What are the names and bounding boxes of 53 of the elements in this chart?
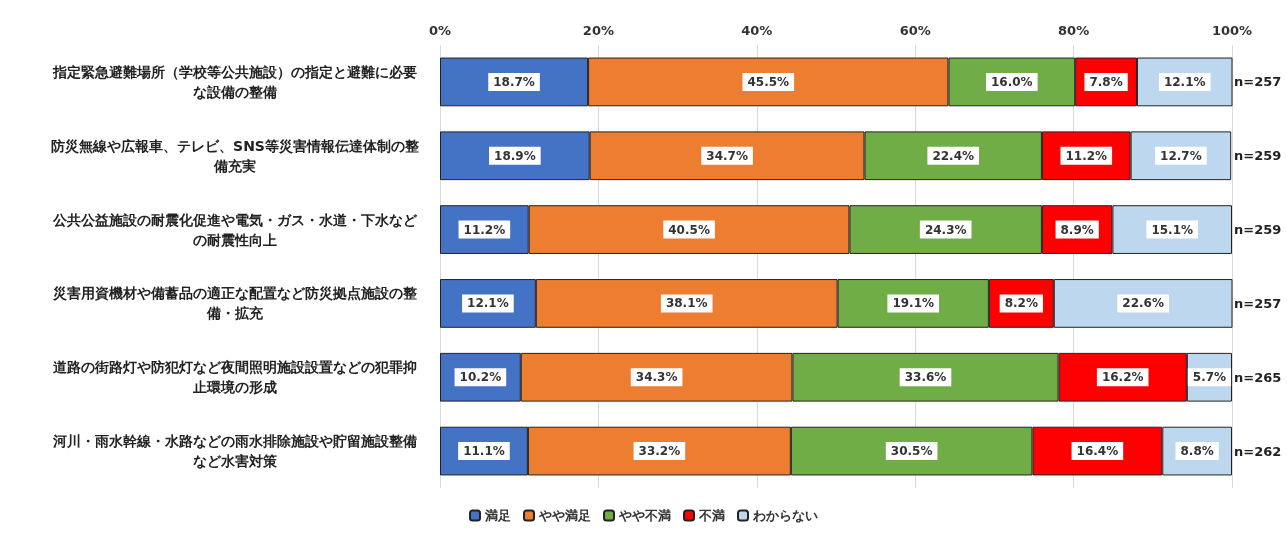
y-tick-label: 公共公益施設の耐震化促進や電気・ガス・水道・下水などの耐震性向上 bbox=[52, 211, 418, 248]
data-label: 19.1% bbox=[892, 296, 935, 311]
x-tick-label: 40% bbox=[741, 23, 773, 38]
data-label: 45.5% bbox=[747, 74, 790, 89]
data-label: 8.2% bbox=[1004, 296, 1038, 311]
data-label: 18.9% bbox=[494, 148, 536, 163]
text: n=257 bbox=[1234, 295, 1282, 311]
legend-label: 不満 bbox=[698, 508, 725, 523]
x-tick-label: 60% bbox=[899, 23, 931, 38]
legend-label: 満足 bbox=[484, 508, 511, 523]
data-label: 7.8% bbox=[1089, 74, 1123, 89]
data-label: 38.1% bbox=[665, 296, 708, 311]
text: n=259 bbox=[1234, 148, 1282, 164]
text: n=259 bbox=[1234, 222, 1282, 238]
y-tick-label: 指定緊急避難場所（学校等公共施設）の指定と避難に必要な設備の整備 bbox=[52, 63, 417, 100]
data-label: 12.7% bbox=[1160, 148, 1202, 163]
text: n=265 bbox=[1234, 369, 1282, 385]
data-label: 10.2% bbox=[459, 370, 502, 385]
data-label: 34.7% bbox=[706, 148, 748, 163]
y-tick-label: 河川・雨水幹線・水路などの雨水排除施設や貯留施設整備など水害対策 bbox=[52, 433, 417, 470]
data-label: 16.0% bbox=[991, 74, 1033, 89]
data-label: 16.2% bbox=[1101, 370, 1144, 385]
data-label: 40.5% bbox=[668, 222, 710, 237]
data-label: 22.4% bbox=[932, 148, 975, 163]
data-label: 11.2% bbox=[463, 222, 506, 237]
text: n=262 bbox=[1234, 443, 1282, 459]
data-label: 11.2% bbox=[1065, 148, 1108, 163]
data-label: 33.2% bbox=[638, 444, 681, 459]
data-label: 22.6% bbox=[1122, 296, 1164, 311]
text: n=257 bbox=[1234, 74, 1282, 90]
data-label: 34.3% bbox=[635, 370, 678, 385]
data-label: 24.3% bbox=[924, 222, 967, 237]
data-label: 8.8% bbox=[1180, 444, 1214, 459]
data-label: 12.1% bbox=[1163, 74, 1206, 89]
legend-label: やや不満 bbox=[618, 508, 671, 523]
legend-label: わからない bbox=[752, 508, 818, 523]
data-label: 5.7% bbox=[1192, 370, 1227, 385]
data-label: 16.4% bbox=[1076, 444, 1119, 459]
x-tick-label: 80% bbox=[1058, 23, 1090, 38]
data-label: 33.6% bbox=[904, 370, 947, 385]
data-label: 30.5% bbox=[890, 444, 933, 459]
y-tick-label: 道路の街路灯や防犯灯など夜間照明施設設置などの犯罪抑止環境の形成 bbox=[52, 359, 417, 396]
x-tick-label: 20% bbox=[582, 23, 614, 38]
data-label: 11.1% bbox=[463, 444, 505, 459]
x-tick-label: 100% bbox=[1211, 23, 1253, 38]
data-label: 8.9% bbox=[1060, 222, 1094, 237]
data-label: 15.1% bbox=[1151, 222, 1194, 237]
x-tick-label: 0% bbox=[428, 23, 452, 38]
legend-label: やや満足 bbox=[538, 508, 591, 523]
data-label: 18.7% bbox=[493, 74, 535, 89]
y-tick-label: 防災無線や広報車、テレビ、SNS等災害情報伝達体制の整備充実 bbox=[51, 137, 420, 174]
data-label: 12.1% bbox=[467, 296, 509, 311]
y-tick-label: 災害用資機材や備蓄品の適正な配置など防災拠点施設の整備・拡充 bbox=[52, 285, 418, 322]
